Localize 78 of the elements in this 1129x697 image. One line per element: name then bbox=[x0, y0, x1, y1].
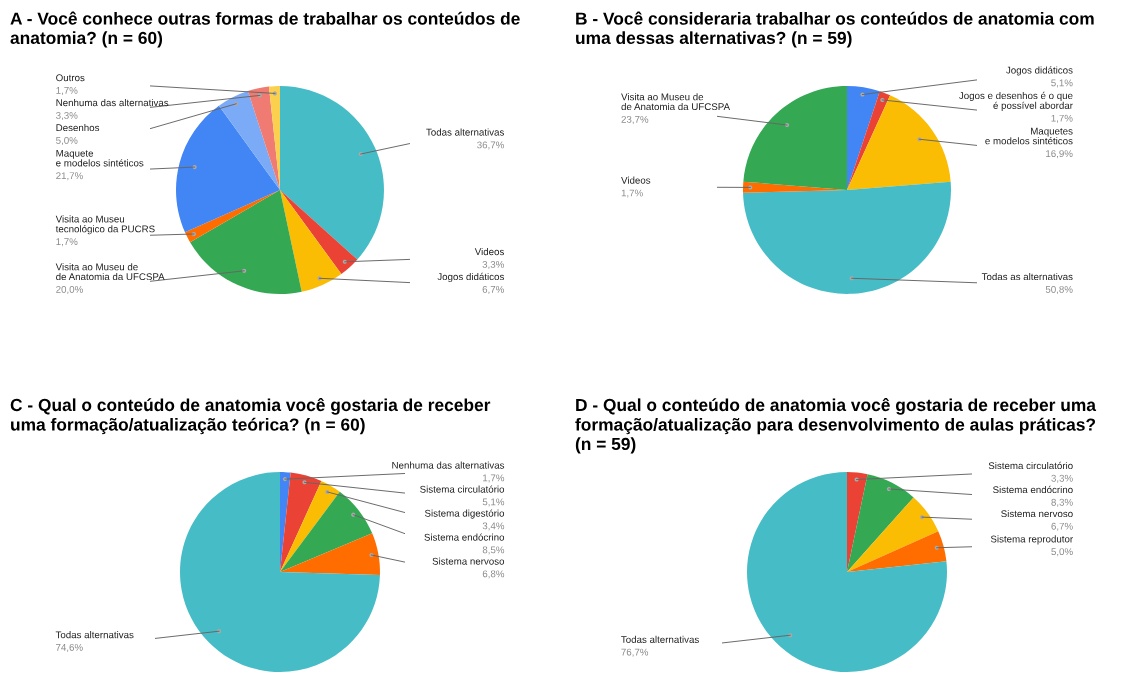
data-label: 1,7% bbox=[621, 189, 643, 198]
slice-label: Jogos e desenhos é o que é possível abordar bbox=[959, 91, 1073, 111]
slice-label: Maquetes e modelos sintéticos bbox=[985, 127, 1073, 145]
slice-label: Sistema nervoso bbox=[1001, 509, 1073, 518]
data-label: 1,7% bbox=[56, 238, 78, 247]
slice-label: Videos bbox=[474, 248, 504, 256]
pie-slice bbox=[847, 86, 880, 190]
slice-label: Videos bbox=[621, 176, 651, 184]
slice-label: Visita ao Museu de de Anatomia da UFCSPA bbox=[621, 93, 731, 111]
chart-title: B - Você consideraria trabalhar os conteúdos de anatomia com uma dessas alternativas? (n = 59) bbox=[576, 11, 1094, 48]
data-label: 23,7% bbox=[621, 115, 649, 124]
pie-slice bbox=[847, 474, 914, 572]
slice-label: Jogos didáticos bbox=[437, 272, 504, 283]
pie-slice bbox=[847, 472, 868, 572]
pie-slice bbox=[247, 86, 280, 190]
data-label: 6,8% bbox=[482, 570, 505, 579]
data-label: 74,6% bbox=[56, 643, 83, 652]
data-label: 5,1% bbox=[1051, 79, 1073, 88]
pie-slice bbox=[280, 190, 358, 274]
data-label: 50,8% bbox=[1045, 285, 1073, 294]
slice-label: Sistema digestório bbox=[424, 509, 505, 519]
data-label: 8,3% bbox=[1051, 498, 1073, 507]
pie-slice bbox=[280, 533, 380, 575]
slice-label: Sistema reprodutor bbox=[990, 535, 1073, 545]
slice-label: Visita ao Museu tecnológico da PUCRS bbox=[55, 215, 155, 235]
slice-label: Todas alternativas bbox=[426, 128, 504, 136]
data-label: 5,0% bbox=[56, 136, 78, 145]
data-label: 8,5% bbox=[482, 546, 505, 555]
pie-slice bbox=[280, 480, 340, 572]
pie-slice bbox=[176, 105, 280, 233]
pie-slice bbox=[743, 86, 847, 190]
slice-label: Desenhos bbox=[56, 123, 100, 132]
data-label: 3,3% bbox=[1051, 474, 1073, 483]
slice-label: Jogos didáticos bbox=[1006, 66, 1073, 76]
slice-label: Sistema nervoso bbox=[432, 557, 505, 565]
pie-slice bbox=[847, 91, 891, 190]
data-label: 6,7% bbox=[1051, 522, 1073, 531]
pie-slice bbox=[743, 181, 951, 294]
pie-slice bbox=[280, 190, 342, 292]
data-label: 3,3% bbox=[482, 260, 504, 270]
slice-label: Sistema endócrino bbox=[993, 485, 1073, 494]
slice-label: Sistema endócrino bbox=[424, 533, 505, 541]
data-label: 3,3% bbox=[56, 111, 78, 121]
data-label: 36,7% bbox=[477, 141, 504, 150]
slice-label: Todas alternativas bbox=[621, 635, 699, 643]
pie-slice bbox=[190, 190, 302, 294]
data-label: 5,1% bbox=[482, 498, 505, 507]
pie-slice bbox=[847, 497, 939, 572]
slice-label: Nenhuma das alternativas bbox=[56, 99, 169, 107]
pie-slice bbox=[847, 531, 947, 572]
slice-label: Visita ao Museu de de Anatomia da UFCSPA bbox=[55, 263, 165, 281]
pie-slice bbox=[180, 472, 380, 672]
data-label: 3,4% bbox=[482, 522, 505, 531]
chart-title: D - Qual o conteúdo de anatomia você gostaria de receber uma formação/atualização para desenvolvimento de aulas práticas? (n = 59) bbox=[575, 398, 1097, 454]
data-label: 6,7% bbox=[482, 285, 504, 294]
slice-label: Sistema circulatório bbox=[420, 485, 505, 493]
chart-title: C - Qual o conteúdo de anatomia você gostaria de receber uma formação/atualização teórica? (n = 60) bbox=[10, 398, 491, 435]
data-label: 1,7% bbox=[56, 87, 78, 96]
slice-label: Todas alternativas bbox=[55, 631, 134, 639]
slice-label: Todas as alternativas bbox=[981, 272, 1073, 281]
pie-slice bbox=[280, 472, 322, 572]
pie-slice bbox=[747, 472, 947, 672]
chart-title: A - Você conhece outras formas de trabalhar os conteúdos de anatomia? (n = 60) bbox=[10, 11, 520, 48]
data-label: 76,7% bbox=[621, 648, 649, 657]
pie-slice bbox=[847, 95, 951, 190]
pie-slice bbox=[218, 91, 280, 190]
data-label: 1,7% bbox=[483, 474, 505, 483]
data-label: 20,0% bbox=[56, 285, 83, 294]
slice-label: Sistema circulatório bbox=[988, 461, 1073, 470]
slice-label: Maquete e modelos sintéticos bbox=[56, 149, 144, 167]
data-label: 21,7% bbox=[56, 172, 83, 181]
pie-slice bbox=[280, 491, 373, 572]
pie-slice bbox=[280, 86, 384, 260]
data-label: 16,9% bbox=[1046, 150, 1073, 159]
data-label: 1,7% bbox=[1051, 114, 1073, 123]
slice-label: Outros bbox=[56, 74, 85, 82]
data-label: 5,0% bbox=[1051, 548, 1073, 557]
slice-label: Nenhuma das alternativas bbox=[392, 461, 505, 469]
